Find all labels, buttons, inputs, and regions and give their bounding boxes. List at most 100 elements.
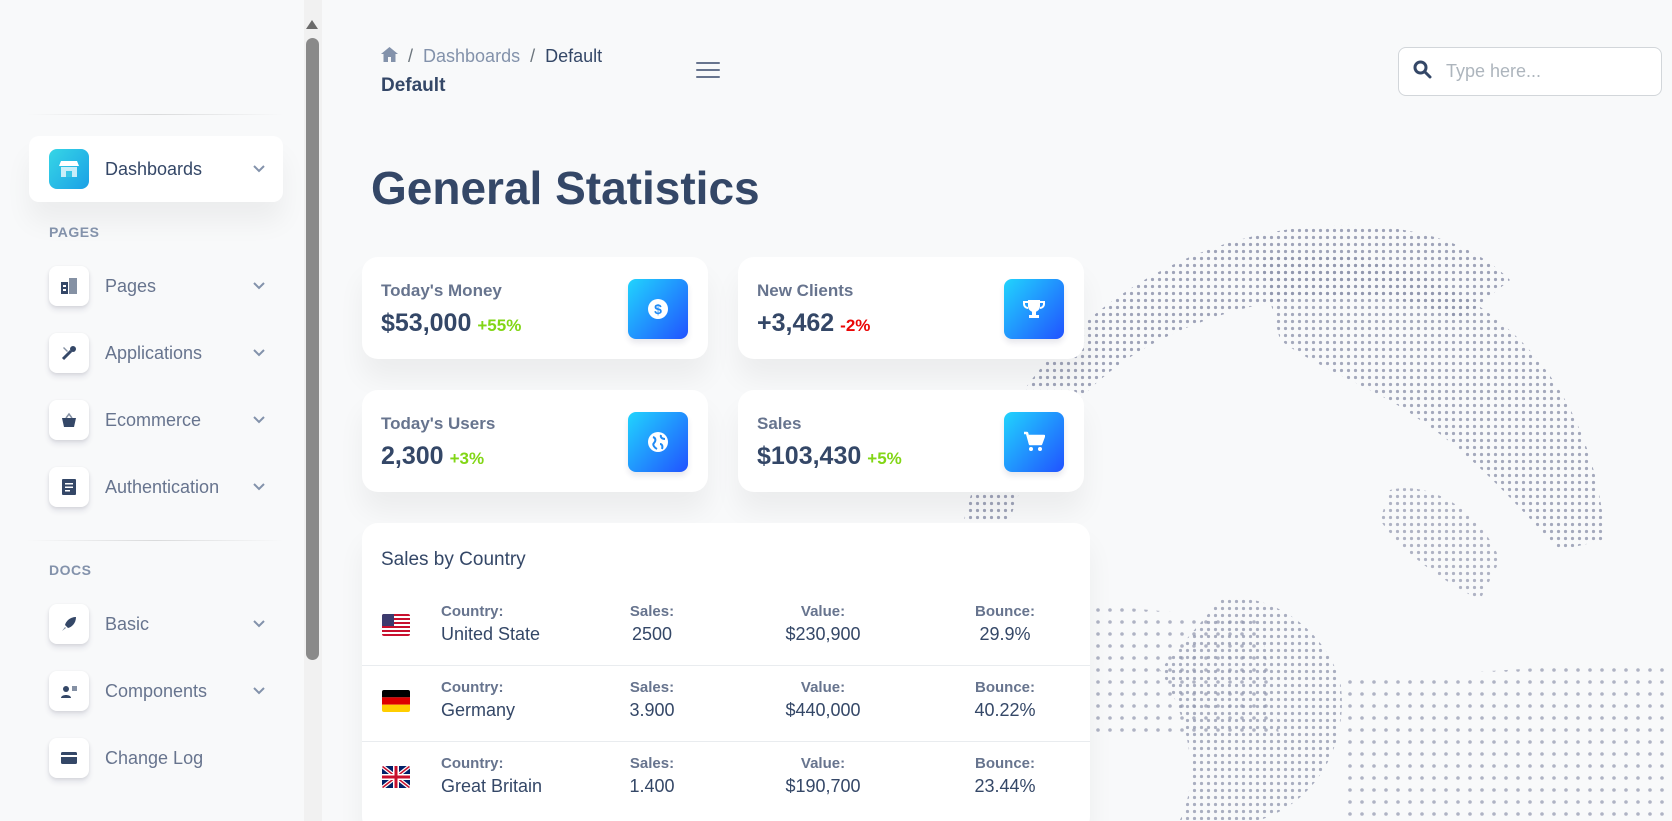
sales-value: 2500 [631,624,673,644]
menu-toggle-icon[interactable] [696,62,720,80]
sidebar-item-pages[interactable]: Pages [29,253,283,319]
section-title-docs: DOCS [49,562,92,578]
value-label: Value: [800,603,846,620]
stat-label: New Clients [757,281,854,300]
search-field[interactable] [1398,47,1662,96]
chevron-down-icon [253,685,265,697]
stat-card-todays-money: Today's Money $53,000 +55% $ [362,257,708,359]
stat-change: +3% [449,449,485,468]
stat-value: $103,430 [757,442,862,470]
bounce-label: Bounce: [975,603,1035,620]
sidebar-item-components[interactable]: Components [29,658,283,724]
value-label: Value: [800,755,846,772]
scrollbar-thumb[interactable] [306,38,319,660]
us-flag-icon [382,614,410,636]
bounce-value: 29.9% [979,624,1031,644]
country-label: Country: [441,679,504,696]
trophy-icon [1004,279,1064,339]
chevron-down-icon [253,163,265,175]
globe-icon [628,412,688,472]
sidebar-item-label: Authentication [105,476,220,497]
stat-change: -2% [840,316,871,335]
stat-label: Today's Users [381,414,496,433]
table-row: Country: Germany Sales: 3.900 Value: $44… [362,666,1090,742]
page-subtitle: Default [381,75,446,96]
sales-label: Sales: [629,755,675,772]
sidebar-item-label: Pages [105,275,157,296]
stat-change: +5% [867,449,902,468]
stat-card-new-clients: New Clients +3,462 -2% [738,257,1084,359]
stat-value: $53,000 [381,309,472,337]
stat-label: Sales [757,414,802,433]
office-icon [49,266,89,306]
search-icon [1413,60,1432,84]
sidebar-item-dashboards[interactable]: Dashboards [29,136,283,202]
de-flag-icon [382,690,410,712]
sidebar-item-label: Basic [105,613,150,634]
section-title-pages: PAGES [49,224,100,240]
user-card-icon [49,671,89,711]
svg-text:$: $ [654,301,662,317]
stat-card-todays-users: Today's Users 2,300 +3% [362,390,708,492]
cart-icon [1004,412,1064,472]
document-icon [49,467,89,507]
basket-icon [49,400,89,440]
tools-icon [49,333,89,373]
bounce-value: 23.44% [974,776,1036,796]
value-amount: $190,700 [785,776,861,796]
sales-label: Sales: [629,679,675,696]
stat-label: Today's Money [381,281,502,300]
home-icon[interactable] [381,46,398,67]
sidebar-item-applications[interactable]: Applications [29,320,283,386]
stat-change: +55% [477,316,522,335]
page-title: General Statistics [371,162,760,214]
sidebar-item-change-log[interactable]: Change Log [29,725,283,791]
credit-card-icon [49,738,89,778]
bounce-label: Bounce: [975,679,1035,696]
country-name: United State [441,624,541,644]
sidebar-item-basic[interactable]: Basic [29,591,283,657]
dollar-icon: $ [628,279,688,339]
shop-icon [49,149,89,189]
sidebar-item-label: Applications [105,342,203,363]
stat-value: +3,462 [757,309,835,337]
sidebar-item-label: Change Log [105,747,204,768]
search-input[interactable] [1446,61,1636,82]
stat-value: 2,300 [381,442,444,470]
sales-value: 1.400 [629,776,675,796]
breadcrumb: / Dashboards / Default [381,46,602,67]
sidebar-item-label: Dashboards [105,158,203,179]
gb-flag-icon [382,766,410,788]
rocket-icon [49,604,89,644]
country-label: Country: [441,603,504,620]
card-title: Sales by Country [381,549,526,570]
chevron-down-icon [253,618,265,630]
sidebar-item-authentication[interactable]: Authentication [29,454,283,520]
value-amount: $440,000 [785,700,861,720]
sales-by-country-card: Sales by Country Country: United State S… [362,523,1090,821]
chevron-down-icon [253,414,265,426]
sidebar: Dashboards PAGES Pages Applications Ecom… [0,0,304,821]
breadcrumb-current: Default [545,46,603,66]
chevron-down-icon [253,481,265,493]
country-name: Germany [441,700,516,720]
country-name: Great Britain [441,776,543,796]
chevron-down-icon [253,280,265,292]
country-label: Country: [441,755,504,772]
value-label: Value: [800,679,846,696]
sidebar-item-ecommerce[interactable]: Ecommerce [29,387,283,453]
value-amount: $230,900 [785,624,861,644]
sidebar-divider [26,114,284,115]
bounce-value: 40.22% [974,700,1036,720]
breadcrumb-link-dashboards[interactable]: Dashboards [423,46,521,66]
stat-card-sales: Sales $103,430 +5% [738,390,1084,492]
bounce-label: Bounce: [975,755,1035,772]
sales-value: 3.900 [629,700,675,720]
table-row: Country: United State Sales: 2500 Value:… [362,590,1090,666]
table-row: Country: Great Britain Sales: 1.400 Valu… [362,742,1090,818]
chevron-down-icon [253,347,265,359]
sidebar-item-label: Components [105,680,208,701]
sidebar-item-label: Ecommerce [105,409,202,430]
scroll-up-arrow-icon[interactable] [306,20,318,29]
sidebar-divider [26,540,284,541]
